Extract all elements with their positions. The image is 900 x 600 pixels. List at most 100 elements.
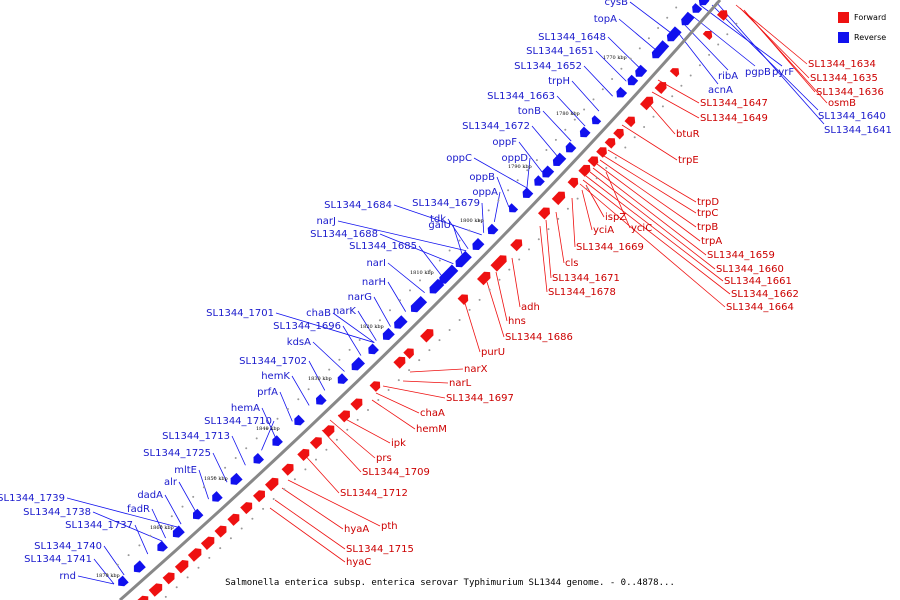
reverse-gene-31 (253, 453, 264, 464)
reverse-gene-34 (193, 508, 204, 520)
gene-label-SL1344_1688: SL1344_1688 (310, 229, 378, 240)
gene-label-hyaC: hyaC (346, 557, 371, 568)
reverse-gene-18 (472, 238, 485, 250)
leader-hyaC (269, 507, 346, 563)
leader-oppD (526, 157, 531, 188)
forward-gene-4 (654, 82, 667, 94)
reverse-gene-15 (522, 187, 534, 198)
leader-trpB (599, 159, 697, 228)
tick-dot (675, 6, 678, 9)
tick-dot (419, 279, 421, 282)
tick-dot (638, 47, 641, 50)
tick-dot (666, 16, 669, 19)
leader-SL1344_1710 (261, 420, 275, 451)
gene-labels: cysB topA SL1344_1648 SL1344_1651 SL1344_165… (0, 0, 892, 582)
forward-gene-22 (369, 381, 381, 392)
gene-label-narK: narK (333, 306, 357, 317)
forward-gene-29 (265, 477, 279, 492)
gene-label-hemK: hemK (261, 371, 290, 382)
tick-dot (478, 298, 481, 301)
reverse-gene-7 (627, 74, 639, 86)
gene-label-cysB: cysB (605, 0, 629, 8)
tick-dot (557, 217, 560, 220)
forward-gene-26 (309, 437, 322, 450)
leader-oppA (493, 191, 501, 222)
tick-dot (516, 179, 519, 182)
gene-label-rnd: rnd (59, 571, 76, 582)
tick-dot (576, 197, 579, 200)
tick-dot (160, 525, 163, 527)
forward-gene-32 (227, 513, 240, 526)
tick-dot (620, 67, 623, 70)
gene-label-SL1344_1672: SL1344_1672 (462, 121, 530, 132)
tick-dot (377, 399, 380, 401)
forward-gene-17 (477, 271, 491, 286)
gene-label-narJ: narJ (316, 216, 336, 227)
leader-prs (329, 419, 376, 459)
tick-dot (601, 88, 604, 91)
tick-dot (297, 398, 300, 401)
forward-gene-25 (322, 425, 335, 438)
reverse-gene-22 (410, 296, 428, 313)
forward-gene-8 (604, 138, 616, 149)
tick-label: 1790 kbp (508, 164, 532, 170)
forward-gene-16 (490, 255, 507, 272)
forward-gene-10 (587, 156, 599, 167)
tick-dot (689, 74, 692, 77)
reverse-gene-32 (230, 472, 243, 485)
tick-dot (698, 64, 701, 67)
gene-label-SL1344_1649: SL1344_1649 (700, 113, 768, 124)
gene-label-SL1344_1740: SL1344_1740 (34, 541, 102, 552)
leader-SL1344_1737 (134, 524, 149, 555)
tick-dot (611, 78, 614, 80)
tick-dot (448, 329, 451, 331)
tick-label: 1830 kbp (308, 376, 332, 382)
gene-label-chaB: chaB (306, 308, 331, 319)
tick-dot (624, 146, 627, 149)
gene-label-SL1344_1697: SL1344_1697 (446, 393, 514, 404)
reverse-gene-29 (294, 414, 305, 426)
gene-label-galU: galU (428, 220, 451, 231)
leader-SL1344_1702 (308, 360, 326, 391)
gene-label-trpB: trpB (697, 222, 718, 233)
forward-gene-7 (613, 128, 624, 140)
reverse-gene-14 (534, 175, 545, 186)
leader-narH (387, 281, 407, 312)
gene-label-SL1344_1702: SL1344_1702 (239, 356, 307, 367)
gene-label-SL1344_1725: SL1344_1725 (143, 448, 211, 459)
gene-label-SL1344_1636: SL1344_1636 (816, 87, 884, 98)
leader-purU (463, 299, 481, 353)
reverse-gene-8 (616, 86, 628, 98)
leader-rnd (77, 575, 115, 585)
tick-dot (566, 207, 569, 210)
tick-dot (105, 573, 108, 576)
tick-dot (283, 488, 286, 491)
gene-label-SL1344_1663: SL1344_1663 (487, 91, 555, 102)
gene-label-btuR: btuR (676, 129, 700, 140)
gene-label-mltE: mltE (174, 465, 197, 476)
gene-label-SL1344_1713: SL1344_1713 (162, 431, 230, 442)
tick-dot (368, 329, 371, 332)
gene-label-SL1344_1701: SL1344_1701 (206, 308, 274, 319)
genome-caption: Salmonella enterica subsp. enterica sero… (225, 578, 675, 588)
leader-SL1344_1661 (585, 175, 724, 282)
gene-label-trpH: trpH (548, 76, 570, 87)
legend-label-reverse: Reverse (854, 32, 887, 42)
tick-dot (680, 84, 683, 87)
leader-SL1344_1740 (103, 545, 125, 576)
gene-label-trpD: trpD (697, 197, 719, 208)
leader-galU (452, 224, 463, 255)
reverse-gene-3 (681, 11, 695, 26)
tick-dot (643, 126, 646, 128)
gene-label-SL1344_1651: SL1344_1651 (526, 46, 594, 57)
tick-dot (229, 537, 232, 540)
gene-label-SL1344_1647: SL1344_1647 (700, 98, 768, 109)
tick-dot (418, 359, 421, 362)
tick-dot (547, 228, 550, 231)
reverse-gene-4 (666, 26, 682, 42)
gene-label-oppD: oppD (501, 153, 528, 164)
leader-narI (387, 262, 425, 293)
gene-label-SL1344_1661: SL1344_1661 (724, 276, 792, 287)
gene-label-narH: narH (362, 277, 386, 288)
